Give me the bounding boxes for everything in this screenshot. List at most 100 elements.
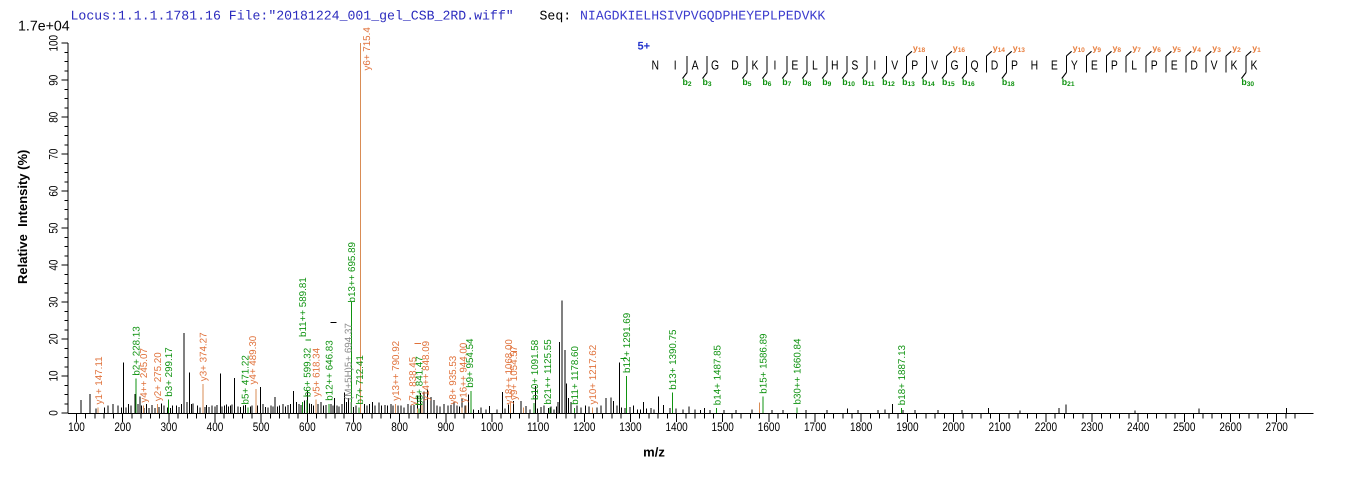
svg-text:2400: 2400	[1127, 420, 1149, 434]
svg-text:y7: y7	[1132, 43, 1141, 54]
svg-text:b7+ 712.41: b7+ 712.41	[355, 355, 366, 404]
svg-text:Seq:: Seq:	[540, 9, 572, 24]
svg-text:y2+ 275.20: y2+ 275.20	[153, 352, 164, 401]
svg-text:b11++ 589.81: b11++ 589.81	[298, 277, 309, 337]
svg-text:K: K	[1231, 58, 1238, 73]
svg-text:D: D	[731, 58, 739, 73]
svg-text:50: 50	[47, 222, 61, 233]
svg-text:I: I	[674, 58, 677, 73]
svg-text:400: 400	[207, 420, 224, 434]
svg-text:y18: y18	[913, 43, 926, 54]
svg-text:2300: 2300	[1081, 420, 1103, 434]
svg-text:b16: b16	[962, 77, 975, 88]
svg-text:y4++ 245.07: y4++ 245.07	[139, 348, 150, 402]
svg-text:y13++ 790.92: y13++ 790.92	[391, 341, 402, 401]
svg-text:b3: b3	[703, 77, 712, 88]
svg-text:900: 900	[437, 420, 454, 434]
svg-text:y3: y3	[1212, 43, 1221, 54]
svg-text:b21++ 1125.55: b21++ 1125.55	[543, 339, 554, 405]
svg-text:P: P	[1151, 58, 1158, 73]
svg-text:y5: y5	[1172, 43, 1181, 54]
svg-text:P: P	[911, 58, 918, 73]
svg-text:D: D	[1190, 58, 1198, 73]
svg-text:1100: 1100	[527, 420, 549, 434]
svg-text:E: E	[791, 58, 798, 73]
svg-text:700: 700	[345, 420, 362, 434]
svg-text:L: L	[812, 58, 818, 73]
svg-text:y14: y14	[993, 43, 1006, 54]
svg-text:b5+ 471.22: b5+ 471.22	[241, 355, 252, 404]
svg-text:m/z: m/z	[643, 445, 665, 460]
svg-text:y13: y13	[1013, 43, 1026, 54]
svg-text:G: G	[711, 58, 719, 73]
svg-text:y9+ 1054.57: y9+ 1054.57	[509, 346, 520, 400]
svg-text:K: K	[752, 58, 759, 73]
svg-text:b14: b14	[922, 77, 935, 88]
svg-text:20: 20	[47, 333, 61, 344]
svg-text:y1+ 147.11: y1+ 147.11	[94, 356, 105, 404]
svg-text:b6: b6	[762, 77, 771, 88]
svg-text:b13: b13	[902, 77, 915, 88]
svg-text:y4+ 489.30: y4+ 489.30	[248, 335, 259, 384]
svg-text:y10: y10	[1073, 43, 1086, 54]
svg-text:10: 10	[47, 370, 61, 381]
svg-text:b9: b9	[822, 77, 831, 88]
svg-text:P: P	[1011, 58, 1018, 73]
svg-text:200: 200	[114, 420, 131, 434]
svg-text:D: D	[991, 58, 999, 73]
svg-text:b13+ 1390.75: b13+ 1390.75	[668, 329, 679, 390]
svg-text:b15: b15	[942, 77, 955, 88]
svg-text:NIAGDKIELHSIVPVGQDPHEYEPLPEDVK: NIAGDKIELHSIVPVGQDPHEYEPLPEDVKK	[580, 9, 825, 24]
svg-text:2600: 2600	[1219, 420, 1241, 434]
svg-text:y4: y4	[1192, 43, 1201, 54]
svg-text:600: 600	[299, 420, 316, 434]
svg-text:b9+ 954.54: b9+ 954.54	[465, 338, 476, 388]
svg-text:2700: 2700	[1266, 420, 1288, 434]
svg-text:y6+ 715.4: y6+ 715.4	[362, 27, 373, 71]
svg-text:y8+ 935.53: y8+ 935.53	[448, 355, 459, 404]
svg-text:L: L	[1131, 58, 1137, 73]
svg-text:y1: y1	[1252, 43, 1261, 54]
svg-text:40: 40	[47, 259, 61, 270]
svg-text:b7: b7	[782, 77, 791, 88]
svg-text:E: E	[1051, 58, 1058, 73]
svg-text:y3+ 374.27: y3+ 374.27	[199, 332, 210, 381]
svg-text:b11+ 1178.60: b11+ 1178.60	[570, 346, 581, 405]
svg-text:H: H	[831, 58, 839, 73]
svg-text:1900: 1900	[896, 420, 918, 434]
svg-text:I: I	[873, 58, 876, 73]
svg-text:Q: Q	[971, 58, 979, 73]
svg-text:b6+ 599.32: b6+ 599.32	[303, 348, 314, 397]
svg-text:b18+ 1887.13: b18+ 1887.13	[897, 344, 908, 405]
svg-text:100: 100	[68, 420, 85, 434]
svg-text:V: V	[931, 58, 938, 73]
svg-text:Relative Intensity (%): Relative Intensity (%)	[15, 150, 30, 284]
svg-text:I: I	[774, 58, 777, 73]
svg-text:b15+ 1586.89: b15+ 1586.89	[758, 333, 769, 393]
svg-text:b11: b11	[862, 77, 875, 88]
svg-text:1300: 1300	[619, 420, 641, 434]
svg-text:y8: y8	[1113, 43, 1122, 54]
svg-text:70: 70	[47, 148, 61, 159]
svg-text:S: S	[851, 58, 858, 73]
svg-text:b8: b8	[802, 77, 811, 88]
svg-text:1600: 1600	[758, 420, 780, 434]
svg-text:P: P	[1111, 58, 1118, 73]
svg-text:y16: y16	[953, 43, 966, 54]
svg-text:b12+ 1291.69: b12+ 1291.69	[622, 313, 633, 373]
svg-text:1700: 1700	[804, 420, 826, 434]
svg-text:500: 500	[253, 420, 270, 434]
svg-text:b12++ 646.83: b12++ 646.83	[325, 340, 336, 401]
svg-text:b3+ 299.17: b3+ 299.17	[164, 347, 175, 396]
svg-text:y16++ 944.00: y16++ 944.00	[458, 342, 469, 402]
svg-text:b10: b10	[842, 77, 855, 88]
svg-text:E: E	[1091, 58, 1098, 73]
svg-text:1400: 1400	[665, 420, 687, 434]
svg-text:b5: b5	[742, 77, 751, 88]
svg-text:b2: b2	[683, 77, 692, 88]
svg-text:y14++ 848.09: y14++ 848.09	[421, 341, 432, 401]
svg-text:80: 80	[47, 112, 61, 123]
svg-text:y6: y6	[1152, 43, 1161, 54]
svg-text:1800: 1800	[850, 420, 872, 434]
svg-text:K: K	[1251, 58, 1258, 73]
